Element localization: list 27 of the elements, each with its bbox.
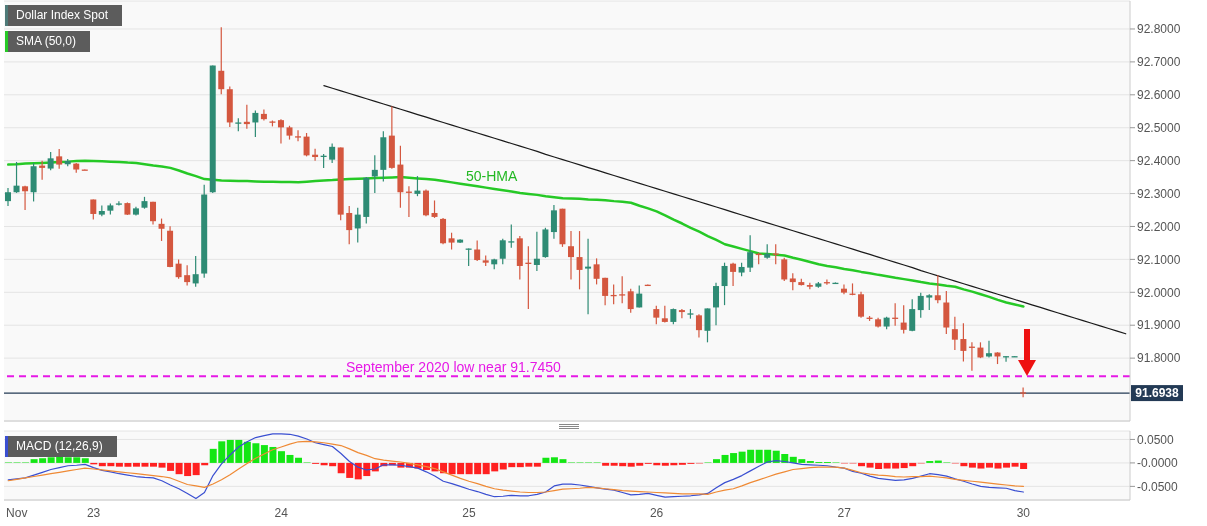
y-tick-label: 92.2000 <box>1137 219 1181 234</box>
x-tick-label: 26 <box>649 505 664 520</box>
legend-label: MACD (12,26,9) <box>8 436 117 457</box>
y-tick-label: 91.8000 <box>1137 351 1181 366</box>
x-tick-label: 30 <box>1016 505 1031 520</box>
x-tick-label: 27 <box>837 505 852 520</box>
ref-line-label: 91.6938 <box>1135 386 1180 401</box>
y-tick-label: 92.6000 <box>1137 88 1181 103</box>
x-tick-label: 25 <box>462 505 476 520</box>
y-tick-label: 92.1000 <box>1137 252 1181 267</box>
y-tick-label: 0.0500 <box>1137 432 1175 447</box>
text: Dollar Index Spot <box>8 5 123 26</box>
ref-line-label: September 2020 low near 91.7450 <box>346 359 562 376</box>
y-tick-label: -0.0000 <box>1137 456 1179 471</box>
y-tick-label: 92.5000 <box>1137 120 1181 135</box>
y-tick-label: 92.7000 <box>1137 55 1181 70</box>
y-tick-label: 92.0000 <box>1137 285 1181 300</box>
x-tick-label: 24 <box>274 505 289 520</box>
annotation: 50-HMA <box>466 168 518 184</box>
x-tick-label: Nov <box>6 505 28 520</box>
y-tick-label: -0.0500 <box>1137 479 1179 494</box>
y-tick-label: 92.8000 <box>1137 22 1181 37</box>
y-tick-label: 92.3000 <box>1137 186 1181 201</box>
y-tick-label: 91.9000 <box>1137 318 1181 333</box>
y-tick-label: 92.4000 <box>1137 153 1181 168</box>
legend-label: SMA (50,0) <box>8 31 91 52</box>
x-tick-label: 23 <box>86 505 101 520</box>
